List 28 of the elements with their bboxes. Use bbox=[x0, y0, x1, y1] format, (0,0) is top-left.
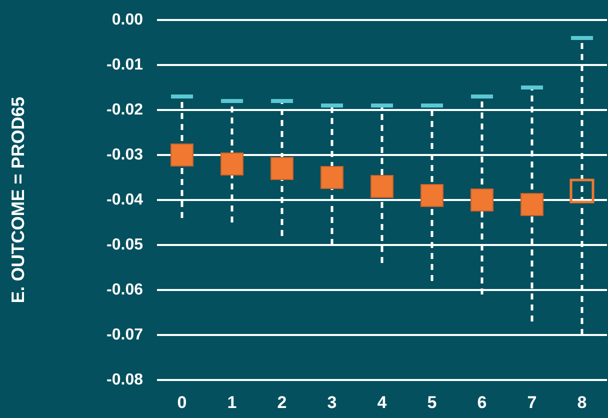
point bbox=[520, 193, 544, 216]
x-tick-label: 2 bbox=[277, 393, 287, 412]
point bbox=[370, 175, 394, 198]
x-tick-label: 1 bbox=[227, 393, 237, 412]
y-tick-label: -0.04 bbox=[106, 192, 144, 208]
point bbox=[420, 184, 444, 207]
y-tick-label: -0.08 bbox=[106, 372, 144, 388]
y-axis-title: E. OUTCOME = PROD65 bbox=[8, 96, 28, 304]
point bbox=[320, 166, 344, 189]
point bbox=[220, 152, 244, 176]
x-tick-label: 3 bbox=[327, 393, 337, 412]
x-tick-label: 6 bbox=[477, 393, 487, 412]
y-tick-label: -0.03 bbox=[106, 146, 144, 164]
y-tick-label: -0.05 bbox=[106, 236, 144, 254]
x-tick-label: 7 bbox=[527, 393, 537, 412]
point bbox=[470, 188, 494, 212]
x-tick-label: 5 bbox=[427, 393, 437, 412]
point bbox=[570, 178, 594, 204]
x-tick-label: 0 bbox=[177, 393, 187, 412]
y-tick-label: -0.07 bbox=[106, 326, 144, 344]
y-tick-label: 0.00 bbox=[112, 12, 144, 28]
y-tick-label: -0.02 bbox=[106, 102, 144, 118]
y-tick-label: -0.06 bbox=[106, 282, 144, 298]
x-tick-label: 8 bbox=[577, 393, 587, 412]
point bbox=[270, 157, 294, 180]
y-tick-label: -0.01 bbox=[106, 56, 144, 74]
point bbox=[170, 144, 194, 166]
x-tick-label: 4 bbox=[377, 393, 388, 412]
